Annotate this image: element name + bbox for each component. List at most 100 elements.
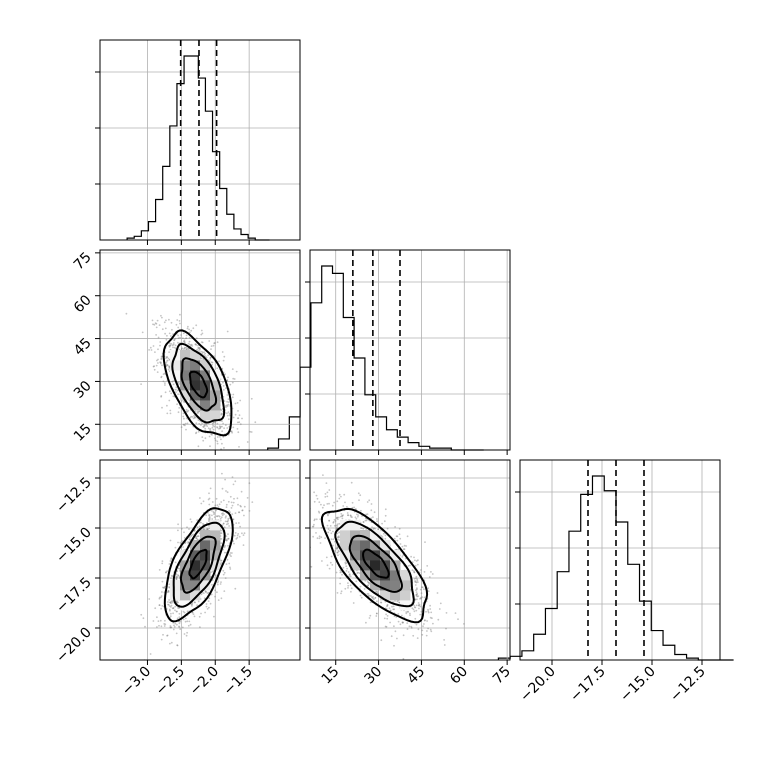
scatter-point xyxy=(367,584,369,587)
scatter-point xyxy=(396,539,399,542)
scatter-point xyxy=(368,581,370,584)
scatter-point xyxy=(185,417,188,420)
scatter-point xyxy=(337,518,339,521)
scatter-point xyxy=(168,599,171,601)
scatter-point xyxy=(329,529,331,532)
scatter-point xyxy=(172,342,175,344)
scatter-point xyxy=(413,606,416,609)
density-cell xyxy=(200,400,211,411)
scatter-point xyxy=(216,504,219,506)
scatter-point xyxy=(350,481,353,484)
scatter-point xyxy=(328,519,330,522)
scatter-point xyxy=(221,512,223,515)
scatter-point xyxy=(200,357,203,360)
scatter-point xyxy=(320,503,322,506)
scatter-point xyxy=(188,328,191,331)
scatter-point xyxy=(218,515,221,518)
scatter-point xyxy=(324,496,327,498)
scatter-point xyxy=(208,514,211,516)
scatter-point xyxy=(329,525,332,527)
scatter-point xyxy=(339,569,342,572)
scatter-point xyxy=(170,558,173,561)
scatter-point xyxy=(335,547,337,550)
scatter-point xyxy=(140,383,143,385)
scatter-point xyxy=(338,522,341,525)
scatter-point xyxy=(200,612,202,615)
scatter-point xyxy=(211,455,213,457)
scatter-point xyxy=(340,592,342,595)
scatter-point xyxy=(410,625,413,628)
scatter-point xyxy=(153,365,156,367)
scatter-point xyxy=(380,601,383,604)
scatter-point xyxy=(165,319,167,322)
scatter-point xyxy=(211,514,213,517)
contour-level-1 xyxy=(348,534,403,593)
scatter-point xyxy=(224,577,227,579)
scatter-point xyxy=(170,600,173,603)
scatter-point xyxy=(424,619,426,621)
scatter-point xyxy=(194,601,196,604)
scatter-point xyxy=(336,548,338,550)
scatter-point xyxy=(187,409,190,412)
contour-level-0 xyxy=(188,548,208,580)
scatter-point xyxy=(254,421,257,424)
scatter-point xyxy=(239,399,242,402)
scatter-point xyxy=(191,611,194,614)
scatter-point xyxy=(203,354,206,356)
scatter-point xyxy=(170,641,173,644)
scatter-point xyxy=(376,600,378,603)
scatter-point xyxy=(217,515,220,517)
scatter-point xyxy=(166,334,168,337)
scatter-point xyxy=(326,503,329,505)
scatter-point xyxy=(365,519,368,522)
scatter-point xyxy=(162,633,164,636)
scatter-point xyxy=(193,530,196,532)
scatter-point xyxy=(200,333,203,336)
scatter-point xyxy=(178,625,180,628)
scatter-point xyxy=(171,344,174,347)
scatter-point xyxy=(155,334,158,336)
scatter-point xyxy=(303,535,305,537)
scatter-point xyxy=(172,383,175,386)
scatter-point xyxy=(428,576,431,578)
scatter-point xyxy=(174,337,177,340)
density-cell xyxy=(200,370,211,381)
scatter-point xyxy=(225,490,227,492)
scatter-point xyxy=(177,337,180,339)
scatter-point xyxy=(234,402,237,405)
scatter-point xyxy=(375,612,378,615)
scatter-point xyxy=(216,426,219,429)
scatter-point xyxy=(175,386,178,389)
scatter-point xyxy=(365,621,367,624)
scatter-point xyxy=(168,342,171,345)
scatter-point xyxy=(367,581,370,584)
scatter-point xyxy=(233,497,235,500)
scatter-point xyxy=(370,595,373,598)
scatter-point xyxy=(222,499,225,502)
scatter-point xyxy=(163,372,166,375)
x-tick-label: 45 xyxy=(404,664,428,688)
scatter-point xyxy=(302,532,304,534)
scatter-point xyxy=(169,412,172,415)
scatter-point xyxy=(330,532,333,535)
scatter-point xyxy=(418,607,420,610)
density-cell xyxy=(360,560,371,571)
scatter-point xyxy=(161,562,164,565)
scatter-point xyxy=(424,541,426,543)
scatter-point xyxy=(324,493,327,495)
scatter-point xyxy=(161,560,164,562)
scatter-point xyxy=(176,617,179,620)
scatter-point xyxy=(210,509,213,512)
scatter-point xyxy=(191,345,194,347)
scatter-point xyxy=(332,521,335,524)
scatter-point xyxy=(399,543,402,545)
scatter-point xyxy=(328,567,331,570)
scatter-point xyxy=(315,532,317,534)
scatter-point xyxy=(217,599,220,601)
scatter-point xyxy=(199,348,201,351)
scatter-point xyxy=(226,427,229,429)
scatter-point xyxy=(237,410,239,412)
scatter-point xyxy=(421,633,424,636)
scatter-point xyxy=(236,497,239,500)
scatter-point xyxy=(155,364,158,367)
